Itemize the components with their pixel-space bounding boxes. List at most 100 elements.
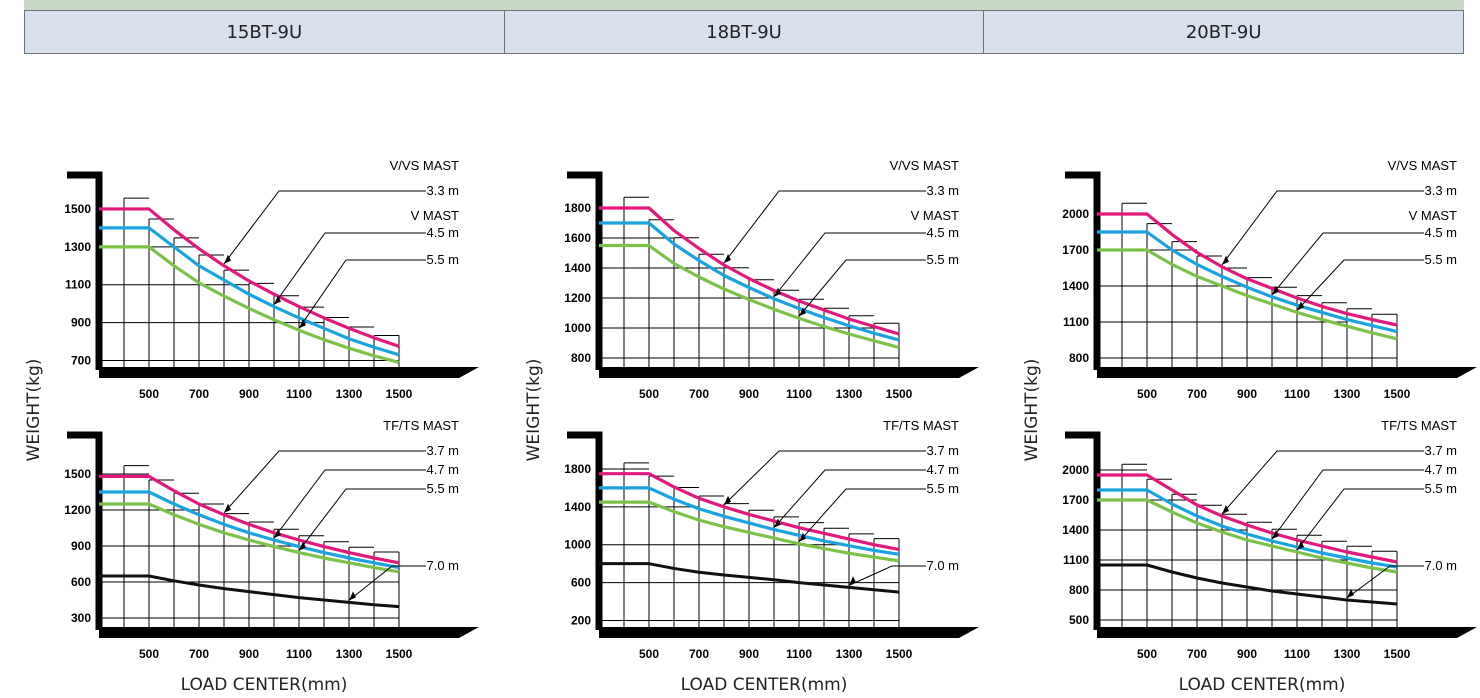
series-line-3_3m <box>1097 212 1398 327</box>
leader-line <box>348 565 426 601</box>
leader-arrow <box>299 319 306 329</box>
capacity-grid <box>599 462 900 630</box>
x-tick-label: 1100 <box>286 387 312 401</box>
x-axis-fork <box>599 627 979 638</box>
leader-arrow <box>1272 285 1279 295</box>
leader-arrow <box>274 529 281 538</box>
chart-panel-18bt-9u: 800 1000 1200 1400 1600 1800 500 700 900 1100 1300… <box>524 158 979 695</box>
series-label: 5.5 m <box>426 252 459 267</box>
series-label: 5.5 m <box>1424 252 1457 267</box>
leader-arrow <box>799 532 806 542</box>
leader-line <box>1271 469 1424 540</box>
series-label: 5.5 m <box>926 481 959 496</box>
x-tick-label: 1300 <box>336 387 363 401</box>
y-axis-frame <box>67 171 103 370</box>
y-tick-label: 900 <box>71 316 91 330</box>
y-tick-label: 800 <box>1069 583 1089 597</box>
chart-18bt-9u-upper: 800 1000 1200 1400 1600 1800 500 700 900 1100 1300… <box>564 158 979 401</box>
x-tick-label: 900 <box>239 387 259 401</box>
leader-line <box>723 450 926 506</box>
y-axis-frame <box>567 171 603 370</box>
series-line-4_5m <box>1097 230 1398 334</box>
y-tick-label: 2000 <box>1062 207 1089 221</box>
series-line-5_5m <box>99 502 400 574</box>
leader-line <box>1221 190 1424 266</box>
series-line-3_7m <box>99 474 400 565</box>
y-tick-label: 1400 <box>1062 523 1089 537</box>
leader-arrow <box>349 591 356 601</box>
y-tick-label: 1100 <box>1063 315 1089 329</box>
capacity-grid <box>99 197 400 370</box>
y-tick-label: 1100 <box>65 278 91 292</box>
x-tick-label: 500 <box>1137 387 1157 401</box>
leader-line <box>298 488 426 551</box>
series-label: 3.3 m <box>1424 183 1457 198</box>
y-axis-frame <box>67 431 103 630</box>
leader-line <box>798 259 926 317</box>
x-tick-label: 700 <box>689 387 709 401</box>
mast-title-v: V MAST <box>1409 208 1457 223</box>
series-label: 4.7 m <box>1424 462 1457 477</box>
x-tick-label: 1300 <box>836 387 863 401</box>
x-tick-label: 500 <box>1137 647 1157 661</box>
y-tick-label: 200 <box>571 614 591 628</box>
y-tick-label: 1800 <box>564 201 591 215</box>
leader-arrow <box>1297 301 1304 311</box>
leader-line <box>1296 259 1424 311</box>
model-18bt-9u: 18BT-9U <box>504 11 985 53</box>
x-tick-label: 1300 <box>336 647 363 661</box>
x-tick-label: 1500 <box>386 647 413 661</box>
y-tick-label: 1700 <box>1062 493 1089 507</box>
leader-line <box>223 190 426 265</box>
series-line-7_0m <box>599 562 900 594</box>
leader-line <box>723 190 926 264</box>
x-tick-label: 500 <box>639 647 659 661</box>
x-tick-label: 900 <box>739 647 759 661</box>
series-line-4_5m <box>99 226 400 357</box>
series-line-3_7m <box>599 472 900 552</box>
x-tick-label: 1300 <box>836 647 863 661</box>
series-line-5_5m <box>599 500 900 563</box>
x-tick-label: 1500 <box>1384 387 1411 401</box>
y-tick-label: 300 <box>71 611 91 625</box>
leader-line <box>298 259 426 329</box>
leader-arrow <box>1222 505 1229 514</box>
series-line-4_7m <box>599 486 900 556</box>
series-line-3_7m <box>1097 473 1398 564</box>
x-tick-label: 900 <box>739 387 759 401</box>
x-axis-label: LOAD CENTER(mm) <box>1179 675 1346 695</box>
x-tick-label: 1500 <box>886 647 913 661</box>
mast-title: TF/TS MAST <box>883 418 959 433</box>
leader-arrow <box>224 254 231 264</box>
series-label: 7.0 m <box>926 558 959 573</box>
series-label: 5.5 m <box>426 481 459 496</box>
x-tick-label: 1300 <box>1334 387 1361 401</box>
mast-title: V/VS MAST <box>390 158 459 173</box>
y-tick-label: 1500 <box>64 202 91 216</box>
y-tick-label: 1400 <box>1062 279 1089 293</box>
leader-arrow <box>724 254 731 263</box>
x-tick-label: 700 <box>1187 647 1207 661</box>
series-label: 4.7 m <box>926 462 959 477</box>
leader-arrow <box>799 307 806 317</box>
series-line-5_5m <box>1097 248 1398 341</box>
x-tick-label: 700 <box>189 387 209 401</box>
mast-title: TF/TS MAST <box>1381 418 1457 433</box>
leader-arrow <box>1347 589 1354 598</box>
x-axis-label: LOAD CENTER(mm) <box>681 675 848 695</box>
leader-arrow <box>274 295 281 305</box>
y-tick-label: 600 <box>571 576 591 590</box>
y-axis-label: WEIGHT(kg) <box>1022 359 1042 462</box>
leader-arrow <box>1297 541 1304 550</box>
leader-arrow <box>849 576 856 586</box>
leader-line <box>273 469 426 539</box>
x-tick-label: 1500 <box>386 387 413 401</box>
y-tick-label: 1200 <box>64 503 91 517</box>
y-tick-label: 600 <box>71 575 91 589</box>
chart-panel-20bt-9u: 800 1100 1400 1700 2000 500 700 900 1100 1300 1500… <box>1022 158 1477 695</box>
y-axis-label: WEIGHT(kg) <box>524 359 544 462</box>
x-tick-label: 1500 <box>886 387 913 401</box>
x-tick-label: 1100 <box>286 647 312 661</box>
y-axis-label: WEIGHT(kg) <box>24 359 44 462</box>
series-label: 5.5 m <box>926 252 959 267</box>
